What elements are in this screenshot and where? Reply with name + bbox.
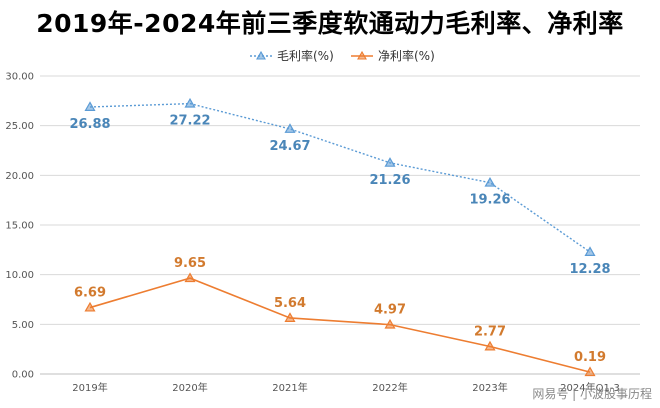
legend: 毛利率(%) 净利率(%) (250, 48, 435, 63)
series-line-gross-margin (89, 102, 591, 253)
x-tick-label: 2021年 (272, 381, 307, 394)
x-tick-label: 2022年 (372, 381, 407, 394)
data-point (584, 366, 596, 377)
y-tick-label: 30.00 (5, 72, 34, 83)
data-point (184, 97, 196, 108)
data-label: 19.26 (469, 193, 510, 208)
data-label: 9.65 (174, 256, 206, 271)
data-point (84, 301, 96, 312)
data-point (384, 318, 396, 329)
y-tick-label: 25.00 (5, 121, 34, 132)
data-label: 12.28 (569, 262, 610, 277)
watermark: 网易号 | 小波股事历程 (532, 387, 652, 401)
chart-title: 2019年-2024年前三季度软通动力毛利率、净利率 (36, 9, 624, 38)
y-tick-label: 15.00 (5, 221, 34, 232)
grid-lines (40, 75, 640, 375)
data-label: 24.67 (269, 139, 310, 154)
data-point (284, 123, 296, 133)
data-point (484, 176, 496, 187)
x-axis-ticks: 2019年 2020年 2021年 2022年 2023年 2024年Q1-3 (72, 381, 620, 394)
y-tick-label: 20.00 (5, 171, 34, 182)
series-line-net-margin (89, 277, 591, 373)
legend-marker (256, 50, 266, 60)
x-tick-label: 2020年 (172, 381, 207, 394)
data-label: 26.88 (69, 117, 110, 132)
data-label: 6.69 (74, 286, 106, 301)
data-label: 2.77 (474, 324, 506, 339)
y-tick-label: 5.00 (12, 320, 34, 331)
data-label: 27.22 (169, 114, 210, 129)
y-axis-ticks: 0.00 5.00 10.00 15.00 20.00 25.00 30.00 (5, 72, 34, 381)
y-tick-label: 0.00 (12, 370, 34, 381)
x-tick-label: 2019年 (72, 381, 107, 394)
data-point (184, 272, 196, 283)
data-point (84, 101, 96, 111)
data-point (484, 340, 496, 351)
x-tick-label: 2023年 (472, 381, 507, 394)
data-point (284, 312, 296, 322)
data-label: 21.26 (369, 173, 410, 188)
series-group: 26.88 27.22 24.67 21.26 19.26 12.28 6.69 9.65 5.… (69, 97, 611, 377)
data-label: 4.97 (374, 303, 406, 318)
data-point (584, 246, 596, 256)
data-point (384, 157, 396, 167)
legend-label: 净利率(%) (378, 48, 435, 63)
legend-label: 毛利率(%) (277, 48, 334, 63)
x-tick-label: 2024年Q1-3 (560, 381, 620, 394)
y-tick-label: 10.00 (5, 270, 34, 281)
data-label: 0.19 (574, 350, 606, 365)
legend-marker (357, 50, 367, 60)
data-label: 5.64 (274, 296, 306, 311)
